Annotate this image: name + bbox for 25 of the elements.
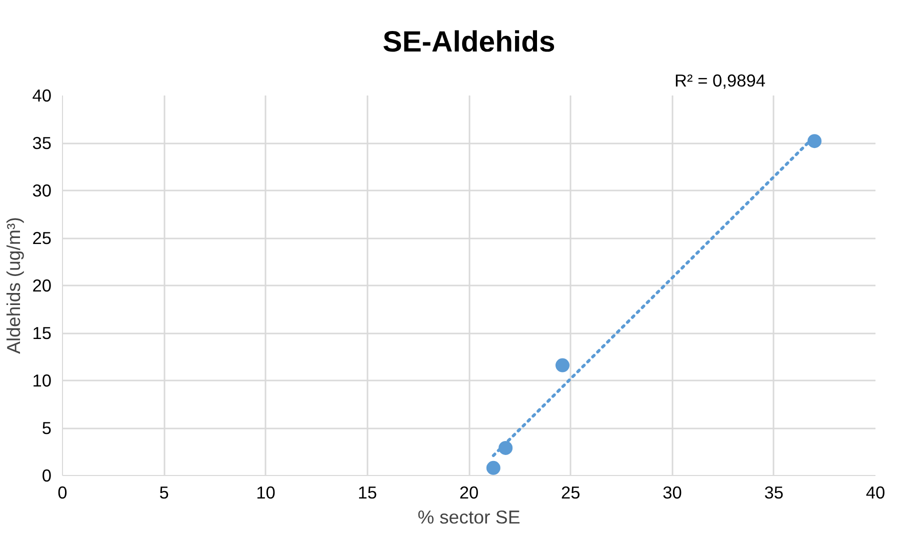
x-axis-title: % sector SE: [418, 506, 520, 528]
y-tick-label: 40: [32, 86, 52, 106]
y-tick-label: 15: [32, 323, 52, 343]
x-tick-label: 30: [662, 482, 682, 502]
x-tick-label: 5: [159, 482, 169, 502]
x-tick-label: 20: [459, 482, 479, 502]
y-tick-label: 10: [32, 370, 52, 390]
y-tick-label: 30: [32, 180, 52, 200]
x-tick-label: 35: [764, 482, 784, 502]
x-tick-label: 40: [866, 482, 886, 502]
y-tick-label: 5: [42, 418, 52, 438]
x-tick-label: 25: [560, 482, 580, 502]
y-tick-label: 20: [32, 276, 52, 296]
y-tick-label: 0: [42, 466, 52, 486]
x-tick-label: 15: [358, 482, 378, 502]
y-axis-title: Aldehids (ug/m³): [3, 217, 24, 354]
y-tick-label: 25: [32, 228, 52, 248]
x-tick-label: 0: [58, 482, 68, 502]
point: [555, 358, 570, 372]
chart-title: SE-Aldehids: [382, 26, 556, 58]
y-tick-label: 35: [32, 133, 52, 153]
point: [486, 460, 500, 475]
point: [808, 134, 822, 148]
x-tick-label: 10: [256, 482, 276, 502]
text: R² = 0,9894: [674, 70, 766, 90]
